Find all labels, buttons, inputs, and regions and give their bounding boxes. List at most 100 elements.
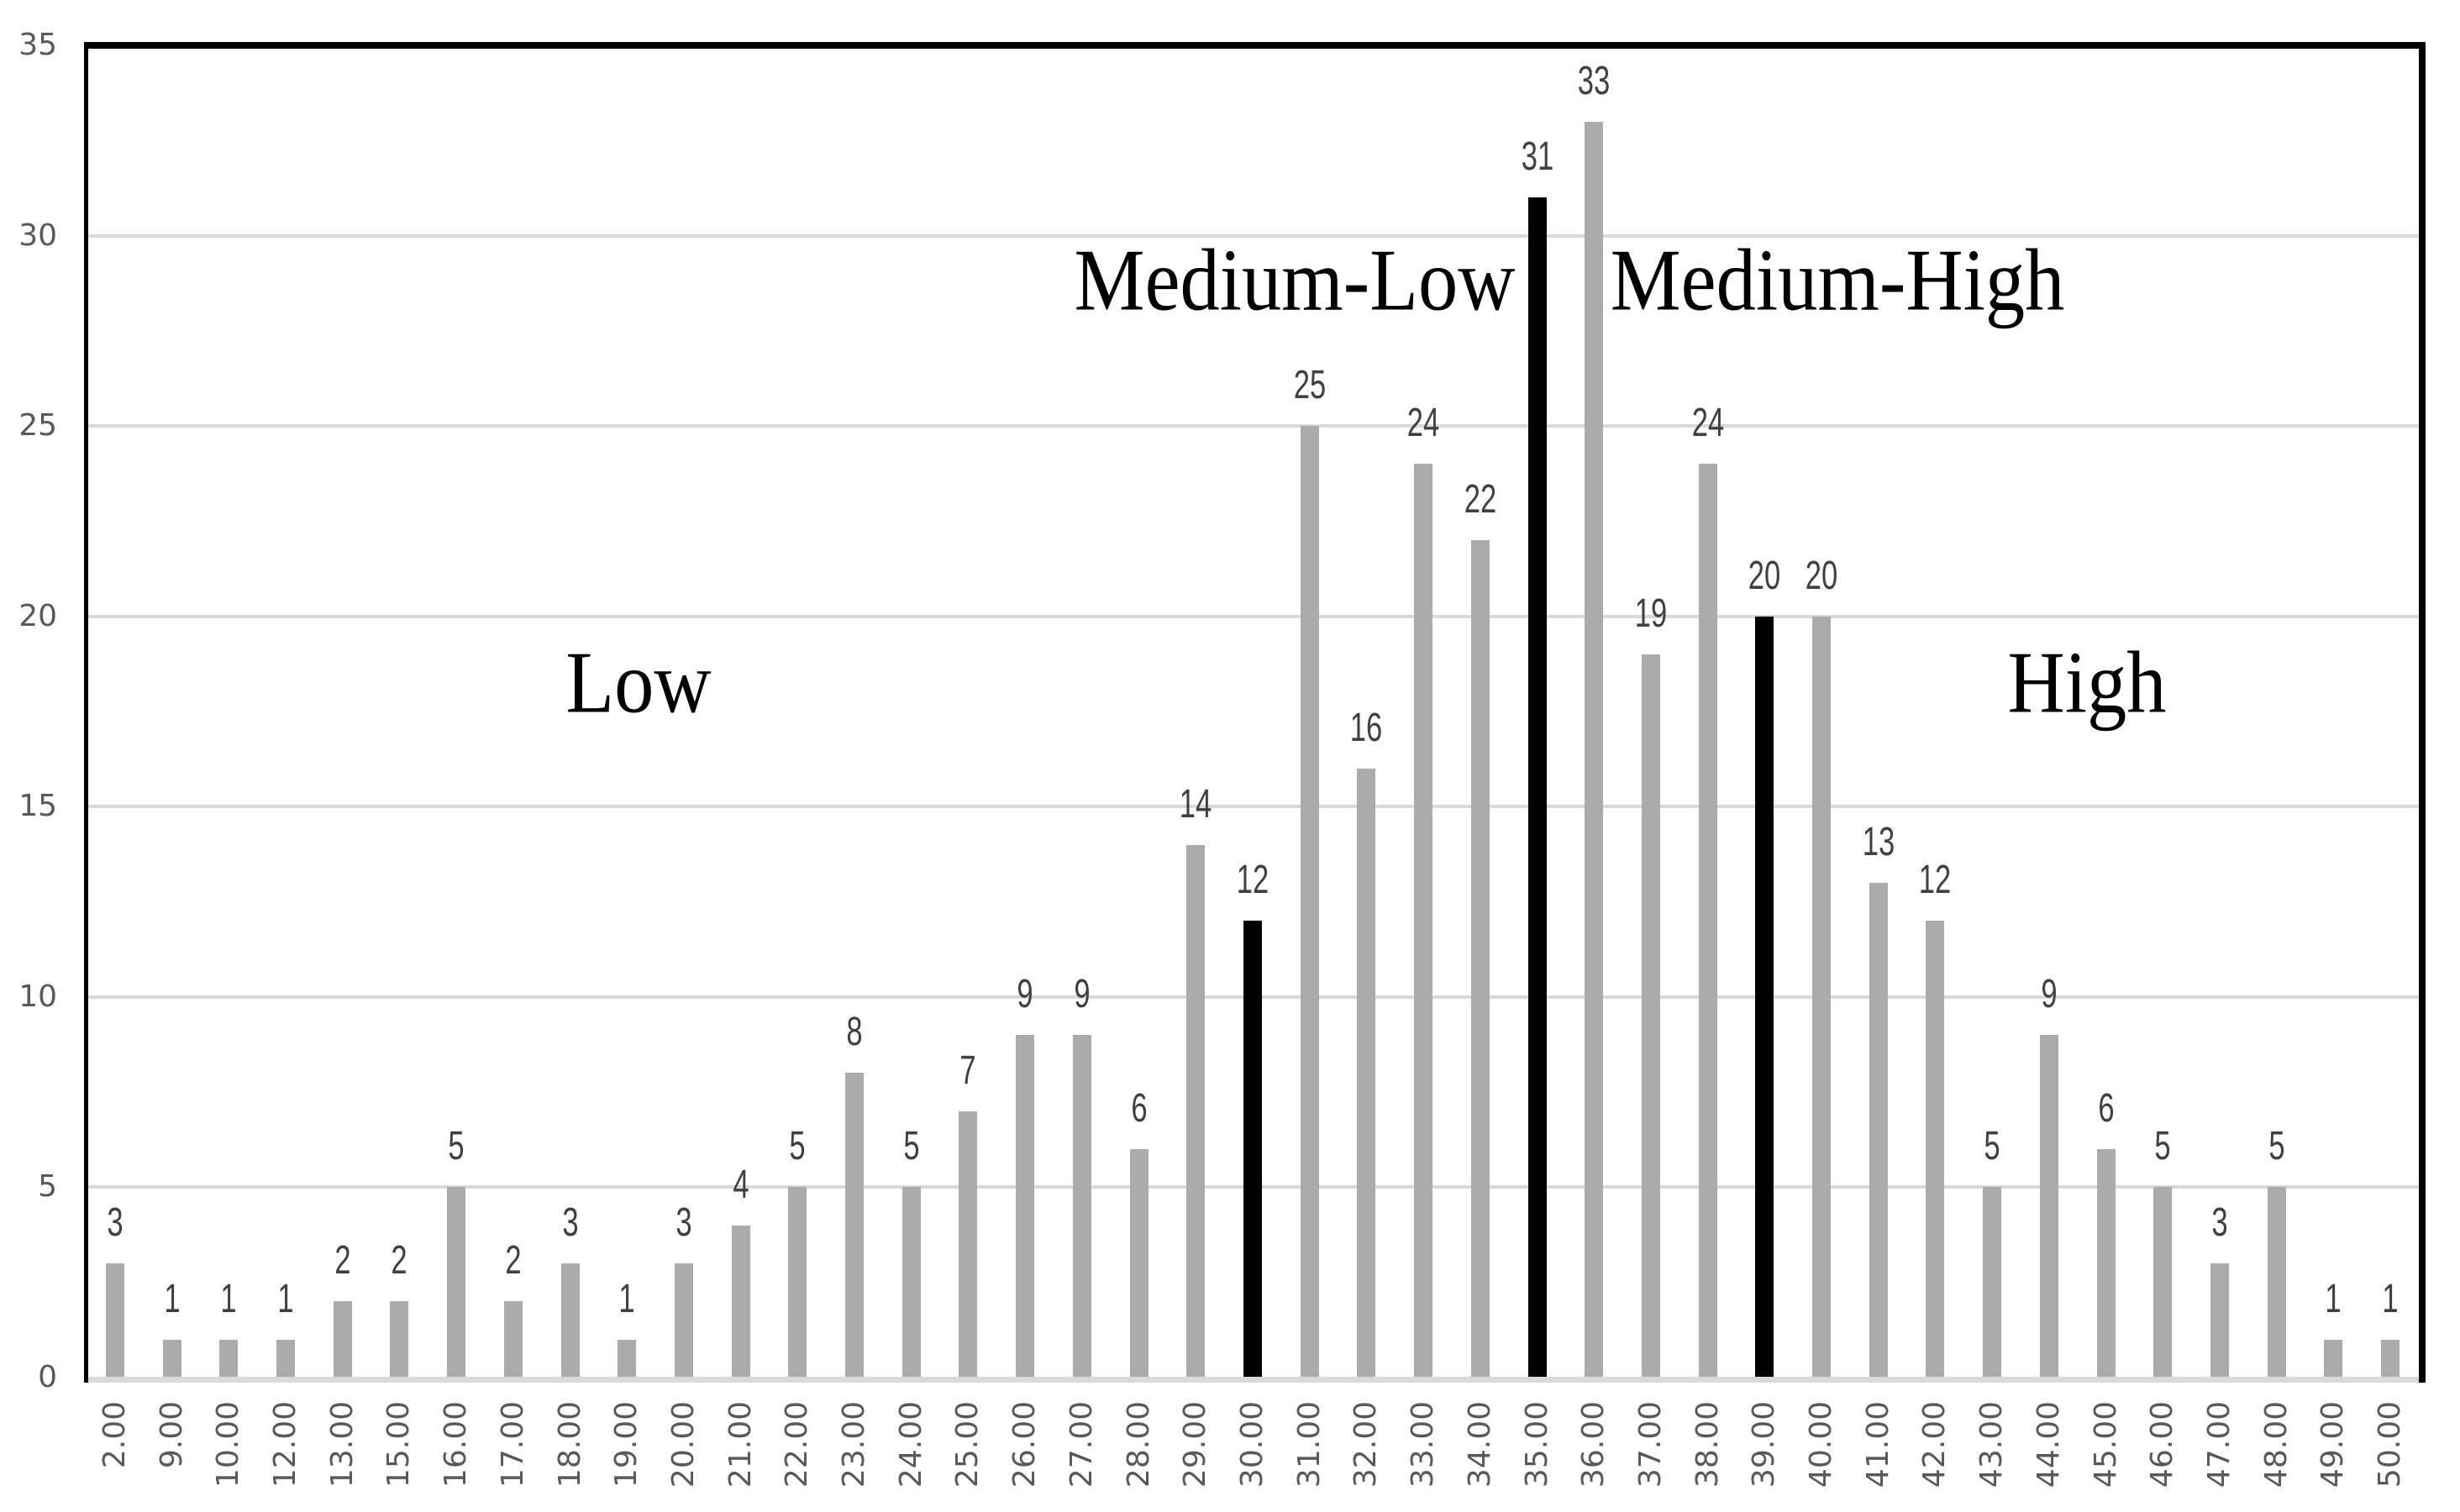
zone-annotation-medium-low: Medium-Low (1074, 230, 1516, 329)
bar-value-label: 9 (2041, 972, 2058, 1017)
x-axis-tick-label: 46.00 (2145, 1401, 2180, 1488)
x-axis-tick-label: 13.00 (324, 1401, 360, 1488)
x-axis-tick-label: 32.00 (1348, 1401, 1384, 1488)
bar-value-label: 8 (846, 1010, 863, 1055)
bar-value-label: 1 (220, 1276, 237, 1321)
bar (1129, 1149, 1149, 1378)
x-axis-tick-label: 24.00 (893, 1401, 928, 1488)
bar-value-label: 3 (561, 1200, 579, 1246)
y-axis-tick-label: 5 (38, 1169, 57, 1205)
bar-value-label: 5 (903, 1124, 920, 1169)
bar (959, 1110, 978, 1378)
bar (390, 1301, 409, 1378)
bar (2324, 1339, 2343, 1378)
bar (1186, 844, 1206, 1378)
bar-value-label: 2 (505, 1238, 522, 1284)
bar-value-label: 14 (1180, 781, 1212, 827)
bar-value-label: 25 (1293, 363, 1326, 408)
bar-value-label: 5 (1984, 1124, 2000, 1169)
gridline-25 (87, 424, 2419, 428)
bar-value-label: 31 (1521, 134, 1553, 180)
bar (1414, 464, 1433, 1378)
plot-right-border (2419, 42, 2426, 1383)
x-axis-tick-label: 36.00 (1576, 1401, 1611, 1488)
x-axis-tick-label: 35.00 (1519, 1401, 1554, 1488)
bar (1300, 426, 1319, 1378)
x-axis-tick-label: 50.00 (2373, 1401, 2408, 1488)
x-axis-tick-label: 42.00 (1917, 1401, 1953, 1488)
bar (503, 1301, 523, 1378)
bar-value-label: 1 (2325, 1276, 2342, 1321)
y-axis-tick-label: 30 (18, 218, 57, 253)
x-axis-tick-label: 31.00 (1291, 1401, 1327, 1488)
zone-annotation-medium-high: Medium-High (1610, 230, 2065, 329)
bar-value-label: 2 (391, 1238, 407, 1284)
bar-value-label: 13 (1862, 819, 1895, 864)
x-axis-tick-label: 19.00 (609, 1401, 644, 1488)
x-axis-tick-label: 25.00 (950, 1401, 986, 1488)
x-axis-tick-label: 45.00 (2088, 1401, 2123, 1488)
x-axis-tick-label: 40.00 (1804, 1401, 1839, 1488)
bar-value-label: 12 (1919, 858, 1952, 903)
bar-value-label: 5 (2154, 1124, 2171, 1169)
bar (2381, 1339, 2400, 1378)
x-axis-tick-label: 9.00 (154, 1401, 189, 1469)
bar-value-label: 1 (2382, 1276, 2399, 1321)
bar-value-label: 24 (1406, 401, 1440, 446)
bar (1357, 768, 1376, 1378)
bar-value-label: 4 (733, 1162, 749, 1207)
bar-value-label: 22 (1464, 477, 1497, 522)
bar-value-label: 3 (675, 1200, 692, 1246)
bar-highlighted (1527, 197, 1547, 1378)
bar-value-label: 3 (2211, 1200, 2228, 1246)
x-axis-tick-label: 37.00 (1632, 1401, 1668, 1488)
bar-value-label: 19 (1634, 591, 1668, 637)
bar (333, 1301, 352, 1378)
bar (1983, 1187, 2002, 1378)
x-axis-tick-label: 10.00 (211, 1401, 246, 1488)
bar (1016, 1035, 1035, 1378)
x-axis-tick-label: 20.00 (665, 1401, 701, 1488)
x-axis-tick-label: 17.00 (495, 1401, 530, 1488)
bar (2039, 1035, 2058, 1378)
bar-value-label: 1 (163, 1276, 181, 1321)
gridline-30 (87, 234, 2419, 238)
bar (447, 1187, 466, 1378)
x-axis-tick-label: 22.00 (780, 1401, 815, 1488)
x-axis-baseline (87, 1377, 2426, 1383)
bar-value-label: 33 (1578, 58, 1611, 103)
bar-highlighted (1755, 616, 1774, 1378)
bar (1698, 464, 1717, 1378)
bar (1585, 121, 1604, 1378)
gridline-15 (87, 805, 2419, 809)
y-axis-tick-label: 15 (18, 789, 57, 824)
bar-value-label: 6 (2097, 1086, 2115, 1131)
bar-value-label: 3 (107, 1200, 124, 1246)
bar (1470, 540, 1490, 1378)
bar-value-label: 5 (448, 1124, 465, 1169)
zone-annotation-high: High (2007, 633, 2167, 732)
zone-annotation-low: Low (565, 633, 712, 732)
bar-value-label: 20 (1805, 553, 1838, 598)
x-axis-tick-label: 18.00 (552, 1401, 587, 1488)
bar-value-label: 9 (1074, 972, 1091, 1017)
bar (618, 1339, 637, 1378)
bar (2096, 1149, 2116, 1378)
bar-value-label: 20 (1748, 553, 1781, 598)
bar (162, 1339, 181, 1378)
bar (674, 1263, 693, 1378)
bar (219, 1339, 239, 1378)
x-axis-tick-label: 21.00 (723, 1401, 758, 1488)
bar-value-label: 1 (277, 1276, 294, 1321)
bar (1869, 882, 1888, 1378)
bar-value-label: 2 (334, 1238, 351, 1284)
x-axis-tick-label: 44.00 (2031, 1401, 2066, 1488)
y-axis-tick-label: 0 (38, 1360, 57, 1394)
x-axis-tick-label: 16.00 (439, 1401, 474, 1488)
bar (276, 1339, 295, 1378)
x-axis-tick-label: 49.00 (2315, 1401, 2351, 1488)
gridline-20 (87, 614, 2419, 618)
plot-top-border (87, 42, 2426, 49)
x-axis-tick-label: 28.00 (1121, 1401, 1156, 1488)
